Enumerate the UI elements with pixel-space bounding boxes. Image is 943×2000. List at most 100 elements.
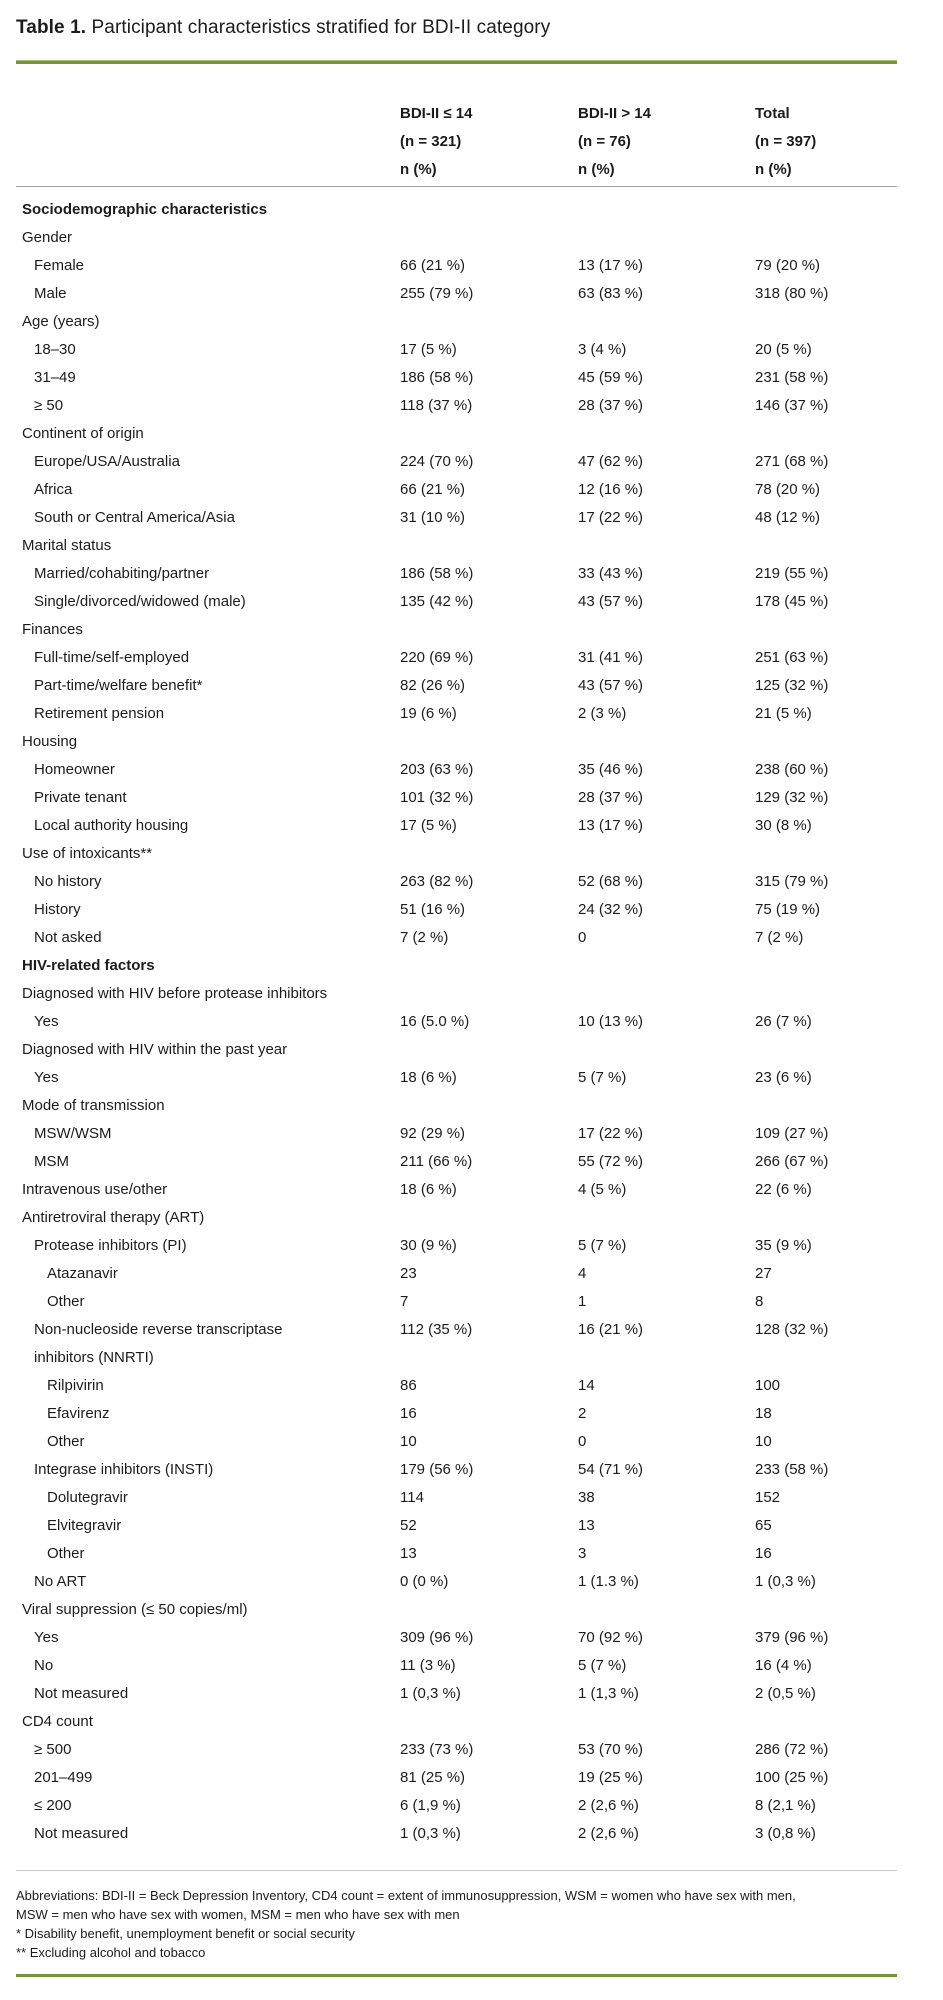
table-row: Not measured 1 (0,3 %) 1 (1,3 %) 2 (0,5 …: [16, 1680, 897, 1708]
row-value: 1 (1.3 %): [578, 1573, 639, 1590]
row-value: 81 (25 %): [400, 1769, 466, 1786]
row-value: 26 (7 %): [755, 1013, 812, 1030]
table-row: Marital status: [16, 532, 897, 560]
table-row: CD4 count: [16, 1708, 897, 1736]
row-value: 1 (0,3 %): [755, 1573, 816, 1590]
row-value: 211 (66 %): [400, 1153, 473, 1170]
table-row: 201–499 81 (25 %) 19 (25 %) 100 (25 %): [16, 1764, 897, 1792]
row-label: Not measured: [34, 1685, 129, 1702]
row-value: 8 (2,1 %): [755, 1797, 816, 1814]
row-label: Efavirenz: [47, 1405, 110, 1422]
row-label: Diagnosed with HIV within the past year: [22, 1041, 288, 1058]
row-value: 35 (46 %): [578, 761, 644, 778]
row-value: 52: [400, 1517, 417, 1534]
row-label: Atazanavir: [47, 1265, 118, 1282]
row-value: 13 (17 %): [578, 257, 644, 274]
row-label: Mode of transmission: [22, 1097, 165, 1114]
row-value: 54 (71 %): [578, 1461, 644, 1478]
row-value: 7 (2 %): [400, 929, 449, 946]
row-value: 16 (21 %): [578, 1321, 644, 1338]
table-row: Yes 309 (96 %) 70 (92 %) 379 (96 %): [16, 1624, 897, 1652]
row-value: 8: [755, 1293, 764, 1310]
row-value: 118 (37 %): [400, 397, 473, 414]
row-value: 7 (2 %): [755, 929, 804, 946]
row-value: 315 (79 %): [755, 873, 829, 890]
row-value: 52 (68 %): [578, 873, 644, 890]
table-row: 18–30 17 (5 %) 3 (4 %) 20 (5 %): [16, 336, 897, 364]
table-row: Europe/USA/Australia 224 (70 %) 47 (62 %…: [16, 448, 897, 476]
row-label: Married/cohabiting/partner: [34, 565, 210, 582]
table-title-number: Table 1.: [16, 17, 87, 38]
column-header-line: BDI-II ≤ 14: [400, 105, 473, 122]
bottom-green-rule: [16, 1974, 897, 1977]
row-value: 0: [578, 929, 587, 946]
row-label: Africa: [34, 481, 73, 498]
table-row: No 11 (3 %) 5 (7 %) 16 (4 %): [16, 1652, 897, 1680]
row-label: Age (years): [22, 313, 100, 330]
row-value: 135 (42 %): [400, 593, 474, 610]
row-value: 92 (29 %): [400, 1125, 466, 1142]
row-value: 125 (32 %): [755, 677, 829, 694]
row-value: 78 (20 %): [755, 481, 821, 498]
table-row: MSM 211 (66 %) 55 (72 %) 266 (67 %): [16, 1148, 897, 1176]
row-value: 114: [400, 1489, 424, 1506]
row-value: 13 (17 %): [578, 817, 644, 834]
table-row: No history 263 (82 %) 52 (68 %) 315 (79 …: [16, 868, 897, 896]
row-label: Yes: [34, 1069, 59, 1086]
column-header-line: (n = 321): [400, 133, 462, 150]
column-header-line: n (%): [400, 161, 437, 178]
row-label: Full-time/self-employed: [34, 649, 190, 666]
row-value: 4 (5 %): [578, 1181, 627, 1198]
row-value: 18 (6 %): [400, 1069, 457, 1086]
row-value: 75 (19 %): [755, 901, 821, 918]
row-label: No history: [34, 873, 102, 890]
row-label: Retirement pension: [34, 705, 165, 722]
row-value: 112 (35 %): [400, 1321, 473, 1338]
row-value: 45 (59 %): [578, 369, 644, 386]
row-value: 79 (20 %): [755, 257, 821, 274]
table-row: History 51 (16 %) 24 (32 %) 75 (19 %): [16, 896, 897, 924]
table-row: 31–49 186 (58 %) 45 (59 %) 231 (58 %): [16, 364, 897, 392]
row-value: 2 (2,6 %): [578, 1797, 639, 1814]
table-row: Part-time/welfare benefit* 82 (26 %) 43 …: [16, 672, 897, 700]
row-value: 238 (60 %): [755, 761, 829, 778]
footnote-asterisk: * Disability benefit, unemployment benef…: [16, 1926, 355, 1941]
row-label: HIV-related factors: [22, 957, 155, 974]
column-header-line: (n = 397): [755, 133, 817, 150]
table-row: Retirement pension 19 (6 %) 2 (3 %) 21 (…: [16, 700, 897, 728]
row-value: 318 (80 %): [755, 285, 829, 302]
table-row: Atazanavir 23 4 27: [16, 1260, 897, 1288]
row-value: 10: [400, 1433, 417, 1450]
table-row: Intravenous use/other 18 (6 %) 4 (5 %) 2…: [16, 1176, 897, 1204]
row-value: 23: [400, 1265, 417, 1282]
row-value: 1 (1,3 %): [578, 1685, 639, 1702]
row-value: 31 (41 %): [578, 649, 644, 666]
row-value: 5 (7 %): [578, 1069, 627, 1086]
row-value: 2 (3 %): [578, 705, 627, 722]
row-value: 13: [578, 1517, 595, 1534]
row-label: Marital status: [22, 537, 112, 554]
table-row: No ART 0 (0 %) 1 (1.3 %) 1 (0,3 %): [16, 1568, 897, 1596]
row-label: Dolutegravir: [47, 1489, 128, 1506]
column-header-bdi-high: BDI-II > 14 (n = 76) n (%): [578, 100, 755, 184]
table-row: Elvitegravir 52 13 65: [16, 1512, 897, 1540]
row-value: 48 (12 %): [755, 509, 821, 526]
footnote-abbreviations: Abbreviations: BDI-II = Beck Depression …: [16, 1888, 796, 1922]
row-label: Other: [47, 1545, 85, 1562]
row-value: 11 (3 %): [400, 1657, 456, 1674]
row-value: 1: [578, 1293, 587, 1310]
row-value: 2 (2,6 %): [578, 1825, 639, 1842]
row-label: Private tenant: [34, 789, 127, 806]
row-value: 12 (16 %): [578, 481, 644, 498]
row-value: 220 (69 %): [400, 649, 474, 666]
table-row: Diagnosed with HIV before protease inhib…: [16, 980, 897, 1008]
table-row: Other 7 1 8: [16, 1288, 897, 1316]
row-label: Non-nucleoside reverse transcriptase inh…: [34, 1321, 283, 1366]
row-value: 65: [755, 1517, 772, 1534]
table-row: Dolutegravir 114 38 152: [16, 1484, 897, 1512]
row-value: 21 (5 %): [755, 705, 812, 722]
column-header-line: n (%): [755, 161, 792, 178]
footnote-separator: [16, 1870, 897, 1871]
row-label: 18–30: [34, 341, 76, 358]
